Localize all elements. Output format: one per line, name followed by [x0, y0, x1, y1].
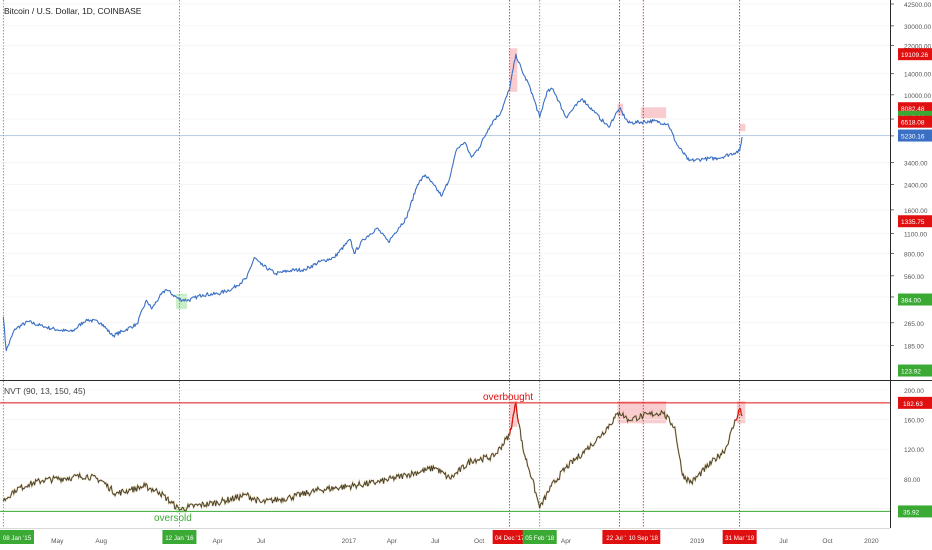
time-tick-label: Apr: [561, 538, 572, 545]
price-tag-current: 5230.16: [898, 129, 932, 142]
time-tick-label: Jul: [431, 538, 440, 545]
time-tick-label: 2020: [864, 538, 879, 545]
nvt-tick-label: 80.00: [904, 477, 921, 484]
price-tick-label: 265.00: [904, 321, 924, 328]
price-tag-bg: [898, 364, 932, 377]
price-tag-label: 6518.08: [901, 120, 925, 127]
time-tick-label: Oct: [822, 538, 832, 545]
nvt-tag-bg: [898, 505, 932, 518]
time-tick-label: Jul: [257, 538, 266, 545]
time-marker-label: 31 Mar '19: [725, 535, 755, 542]
nvt-tag-label: 35.92: [903, 509, 920, 516]
nvt-tick-label: 160.00: [904, 418, 924, 425]
time-tick-label: Apr: [387, 538, 398, 545]
time-marker-bg: [722, 530, 757, 544]
time-marker-sell: 10 Sep '18: [626, 530, 661, 544]
nvt-tag-bg: [898, 396, 932, 409]
nvt-tag-overbought: 182.63: [898, 396, 932, 409]
price-series-line[interactable]: [2, 53, 743, 352]
price-tag-sell: 1335.75: [898, 215, 932, 228]
price-tick-label: 800.00: [904, 251, 924, 258]
price-tick-label: 14000.00: [904, 72, 931, 79]
price-tag-buy: 123.92: [898, 364, 932, 377]
indicator-title: NVT (90, 13, 150, 45): [4, 386, 86, 396]
time-marker-sell: 31 Mar '19: [722, 530, 757, 544]
nvt-overbought-segment: [509, 401, 520, 435]
nvt-tick-label: 120.00: [904, 447, 924, 454]
time-marker-label: 04 Dec '17: [495, 535, 525, 542]
price-tick-label: 30000.00: [904, 24, 931, 31]
price-tag-bg: [898, 129, 932, 142]
time-marker-label: 12 Jan '16: [165, 535, 194, 542]
time-marker-buy: 12 Jan '16: [162, 530, 197, 544]
time-marker-label: 05 Feb '18: [525, 535, 555, 542]
nvt-tick-label: 200.00: [904, 388, 924, 395]
sell-zone-mar-2019: [739, 123, 746, 132]
price-tag-bg: [898, 293, 932, 306]
time-marker-bg: [0, 530, 34, 544]
price-tick-label: 3400.00: [904, 161, 928, 168]
time-tick-label: 2017: [342, 538, 357, 545]
sell-zone-sep-2018: [640, 107, 667, 119]
price-tag-bg: [898, 48, 932, 61]
sell-zone-dec-2017: [509, 48, 518, 92]
price-axis[interactable]: [890, 0, 932, 550]
time-marker-bg: [626, 530, 661, 544]
time-marker-buy: 05 Feb '18: [522, 530, 557, 544]
nvt-series-line[interactable]: [2, 401, 743, 512]
time-tick-label: Apr: [213, 538, 224, 545]
price-tag-sell: 6518.08: [898, 115, 932, 128]
symbol-title: Bitcoin / U.S. Dollar, 1D, COINBASE: [4, 6, 142, 16]
time-marker-buy: 08 Jan '15: [0, 530, 34, 544]
price-tag-sell: 19109.26: [898, 48, 932, 61]
nvt-recent-segment: [734, 407, 743, 421]
time-marker-label: 22 Jul '18: [606, 535, 633, 542]
price-tag-label: 5230.16: [901, 134, 925, 141]
price-tick-label: 42500.00: [904, 2, 931, 9]
time-axis[interactable]: [0, 528, 890, 550]
time-marker-bg: [162, 530, 197, 544]
time-tick-label: Oct: [474, 538, 484, 545]
nvt-tag-label: 182.63: [903, 401, 923, 408]
time-marker-bg: [522, 530, 557, 544]
price-tag-label: 8082.48: [901, 106, 925, 113]
price-tag-bg: [898, 215, 932, 228]
nvt-overbought-zone-2018: [617, 401, 667, 424]
price-tick-label: 2400.00: [904, 182, 928, 189]
time-tick-label: May: [51, 538, 64, 545]
oversold-annotation: oversold: [154, 513, 192, 524]
price-tick-label: 22000.00: [904, 43, 931, 50]
time-tick-label: 2019: [690, 538, 705, 545]
price-tick-label: 1100.00: [904, 231, 927, 238]
overbought-annotation: overbought: [483, 392, 533, 403]
price-tag-bg: [898, 115, 932, 128]
nvt-tag-oversold: 35.92: [898, 505, 932, 518]
price-tag-buy: 384.00: [898, 293, 932, 306]
time-tick-label: Aug: [95, 538, 107, 545]
time-marker-label: 10 Sep '18: [629, 535, 659, 542]
price-tag-label: 123.92: [901, 369, 921, 376]
price-tag-label: 1335.75: [901, 219, 925, 226]
price-tag-label: 19109.26: [901, 52, 928, 59]
time-tick-label: Jul: [779, 538, 788, 545]
price-tag-label: 384.00: [901, 298, 921, 305]
price-tick-label: 185.00: [904, 343, 924, 350]
time-marker-sell: 04 Dec '17: [492, 530, 527, 544]
price-tick-label: 1600.00: [904, 208, 928, 215]
price-tick-label: 560.00: [904, 274, 924, 281]
price-tick-label: 10000.00: [904, 93, 931, 100]
time-marker-bg: [492, 530, 527, 544]
time-marker-label: 08 Jan '15: [3, 535, 32, 542]
